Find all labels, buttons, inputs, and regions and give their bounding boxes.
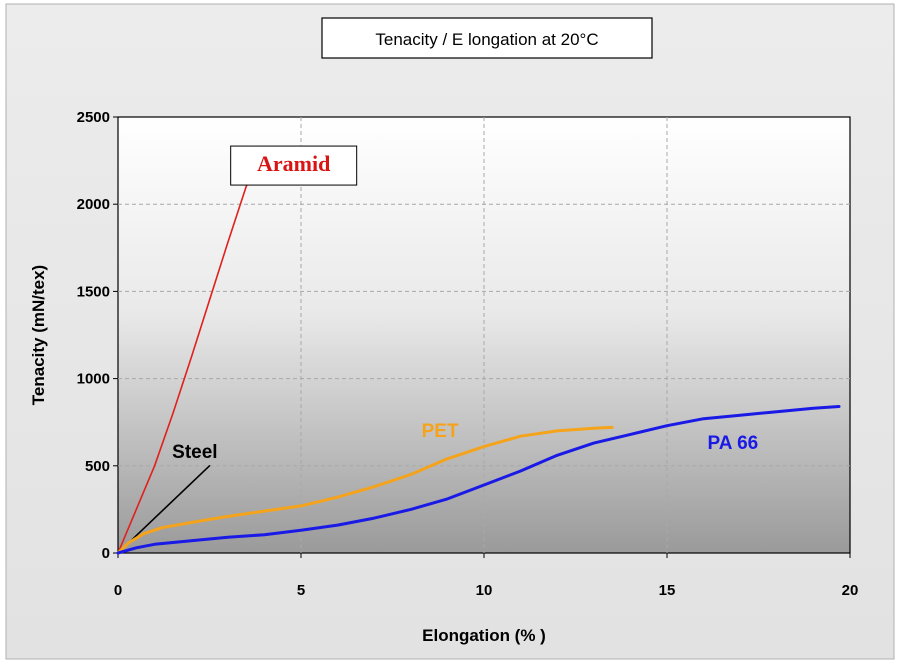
series-line-pa-66 bbox=[116, 405, 841, 555]
y-tick-label: 2000 bbox=[77, 196, 110, 213]
series-layer bbox=[116, 154, 841, 555]
y-tick-label: 500 bbox=[85, 458, 110, 475]
chart-title: Tenacity / E longation at 20°C bbox=[375, 30, 598, 49]
series-line-aramid bbox=[117, 154, 262, 554]
x-tick-label: 20 bbox=[842, 582, 859, 599]
series-label-aramid: Aramid bbox=[257, 151, 330, 176]
y-axis-title: Tenacity (mN/tex) bbox=[29, 265, 48, 405]
series-label-pet: PET bbox=[422, 421, 459, 442]
x-tick-label: 10 bbox=[476, 582, 493, 599]
y-tick-label: 2500 bbox=[77, 109, 110, 126]
y-tick-label: 1500 bbox=[77, 283, 110, 300]
y-tick-labels: 0 500 1000 1500 2000 2500 bbox=[77, 109, 110, 562]
series-label-pa-66: PA 66 bbox=[708, 433, 759, 454]
series-line-pet bbox=[116, 425, 614, 555]
series-labels: Aramid Steel PET PA 66 bbox=[172, 145, 759, 463]
series-label-steel: Steel bbox=[172, 442, 217, 463]
title-frame bbox=[321, 17, 653, 59]
y-tick-label: 0 bbox=[102, 545, 110, 562]
y-tick-label: 1000 bbox=[77, 371, 110, 388]
x-tick-label: 5 bbox=[297, 582, 305, 599]
x-tick-label: 0 bbox=[114, 582, 122, 599]
x-axis-title: Elongation (% ) bbox=[422, 626, 546, 645]
x-tick-label: 15 bbox=[659, 582, 676, 599]
x-tick-labels: 0 5 10 15 20 bbox=[114, 582, 859, 599]
series-label-box-aramid bbox=[230, 145, 358, 186]
chart-title-box: Tenacity / E longation at 20°C bbox=[321, 17, 653, 59]
